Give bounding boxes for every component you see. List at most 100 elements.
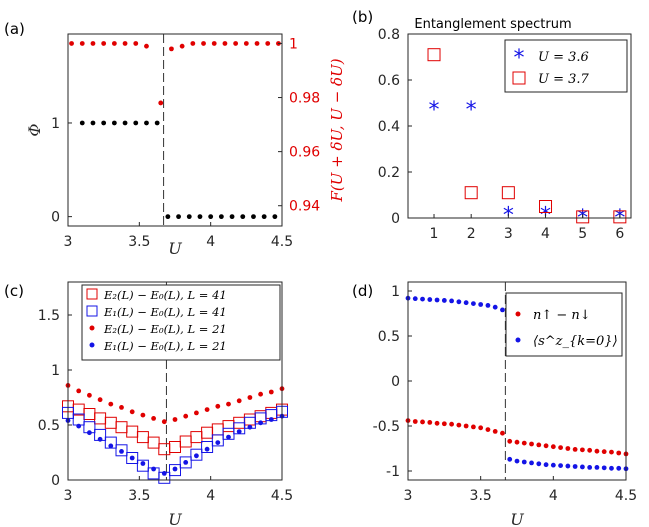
legend-c-square-red [86,288,98,300]
panel-a-ytick-label: 1 [51,116,60,132]
data-point [101,120,107,126]
data-point [140,412,146,418]
data-point [427,297,433,302]
data-point [179,43,185,49]
data-point [580,464,585,470]
panel-c-ytick-label: 0 [51,473,60,489]
data-point [111,41,117,46]
data-point-square [136,459,149,472]
data-point [543,443,549,449]
data-point-star: * [429,98,440,123]
data-point-square [72,413,85,426]
data-point [543,462,549,468]
panel-c-xticks: 3 3.5 4 4.5 [64,476,293,504]
data-point [434,297,440,303]
data-point-square [576,210,590,224]
panel-b-xticks: 1 2 3 4 5 6 [430,214,624,242]
panel-c-xtick-label: 4 [206,488,215,504]
panel-c-xlabel: U [168,510,182,527]
data-point-square [179,435,192,448]
data-point-square [104,416,117,429]
data-point [101,41,107,46]
data-point [485,427,491,432]
data-point-star: * [614,206,625,231]
data-point-square [211,434,224,447]
data-point [144,120,149,126]
data-point-square [464,186,478,200]
data-point [215,440,221,445]
data-point-star: * [466,98,477,123]
data-point [169,46,174,52]
data-point [76,423,82,429]
legend-b-1-label: U = 3.7 [538,72,590,87]
data-point [151,416,157,421]
data-point [111,120,117,126]
data-point-square [158,443,171,456]
data-point [161,419,167,425]
data-point [79,120,85,126]
data-point [129,455,135,461]
panel-c-series [62,383,288,484]
data-point [119,449,124,454]
legend-d-0-label: n↑ − n↓ [533,308,591,323]
panel-d-xlabel: U [510,510,524,527]
data-point [536,442,542,448]
panel-a-yticks-right: 0.94 0.96 0.98 1 [278,36,320,215]
data-point [521,459,527,465]
panel-d-ytick-label: -1 [386,464,400,480]
data-point [449,421,454,427]
data-point [616,450,622,456]
data-point [236,429,242,434]
data-point [226,434,231,440]
data-point [229,214,235,220]
data-point-square [211,423,224,436]
data-point [79,41,85,46]
data-point-square [265,406,278,419]
data-point [268,417,274,422]
data-point [119,405,124,410]
data-point [154,120,160,126]
data-point [140,461,146,466]
legend-c-3-label: E₁(L) − E₀(L), L = 21 [103,339,227,353]
panel-b-xtick-label: 5 [578,226,587,242]
data-point [233,41,239,46]
panel-a-ylabel-right: F(U + δU, U − δU) [328,58,346,202]
data-point-square [190,431,203,444]
panel-c-yticks: 0 0.5 1 1.5 [38,308,72,489]
data-point [133,41,139,46]
panel-c-ytick-label: 1 [51,363,60,379]
panel-a-xticks: 3 3.5 4 4.5 [64,222,293,250]
data-point-square [147,436,160,449]
data-point [90,120,96,126]
legend-c-dot-red [89,325,95,331]
data-point [594,448,600,454]
data-point [208,214,214,220]
data-point [492,429,498,434]
data-point-square [427,48,441,62]
data-point-square [501,186,515,200]
data-point [529,441,534,447]
legend-square-marker [512,71,526,85]
data-point-star: * [577,206,588,231]
data-point [536,461,542,467]
panel-a-series [69,41,281,220]
panel-b-ytick-label: 0.8 [378,27,400,43]
data-point [587,465,593,470]
data-point-square [136,431,149,444]
data-point [272,214,278,220]
data-point [529,460,534,466]
data-point [226,401,231,407]
data-point [144,43,149,49]
data-point [565,463,571,469]
legend-star-marker: * [514,46,525,71]
panel-d-xtick-label: 4 [549,488,558,504]
data-point [201,41,206,46]
data-point [69,41,74,46]
data-point [215,403,221,409]
panel-a-label: (a) [4,20,25,38]
data-point [176,214,181,220]
panel-b-ytick-label: 0.6 [378,73,400,89]
data-point [218,214,224,220]
data-point [412,419,418,424]
data-point [122,120,128,126]
